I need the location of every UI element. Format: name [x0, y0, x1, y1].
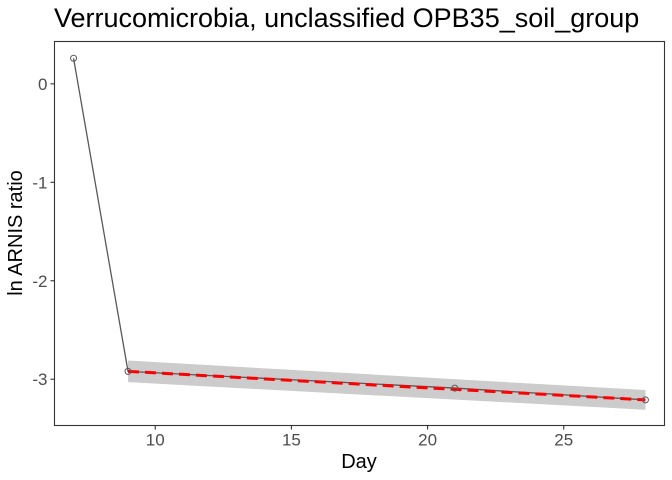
- y-axis-title: ln ARNIS ratio: [5, 170, 27, 296]
- data-point: [641, 396, 649, 404]
- x-tick-label: 10: [146, 431, 165, 450]
- plot-area: [70, 54, 649, 410]
- y-tick-label: -1: [32, 173, 47, 192]
- x-tick-label: 15: [282, 431, 301, 450]
- axes: 10 15 20 25 0 -1 -2 -3: [32, 75, 573, 450]
- chart-title: Verrucomicrobia, unclassified OPB35_soil…: [54, 3, 639, 33]
- data-point: [451, 384, 459, 392]
- x-tick-label: 20: [418, 431, 437, 450]
- data-point: [70, 54, 78, 62]
- plot-panel-border: [53, 40, 666, 427]
- y-tick-label: -3: [32, 370, 47, 389]
- x-tick-label: 25: [554, 431, 573, 450]
- x-axis-title: Day: [341, 451, 377, 473]
- observed-line: [72, 58, 646, 401]
- y-tick-label: 0: [38, 75, 47, 94]
- y-tick-label: -2: [32, 272, 47, 291]
- fit-line: [127, 369, 646, 402]
- data-point: [124, 367, 132, 375]
